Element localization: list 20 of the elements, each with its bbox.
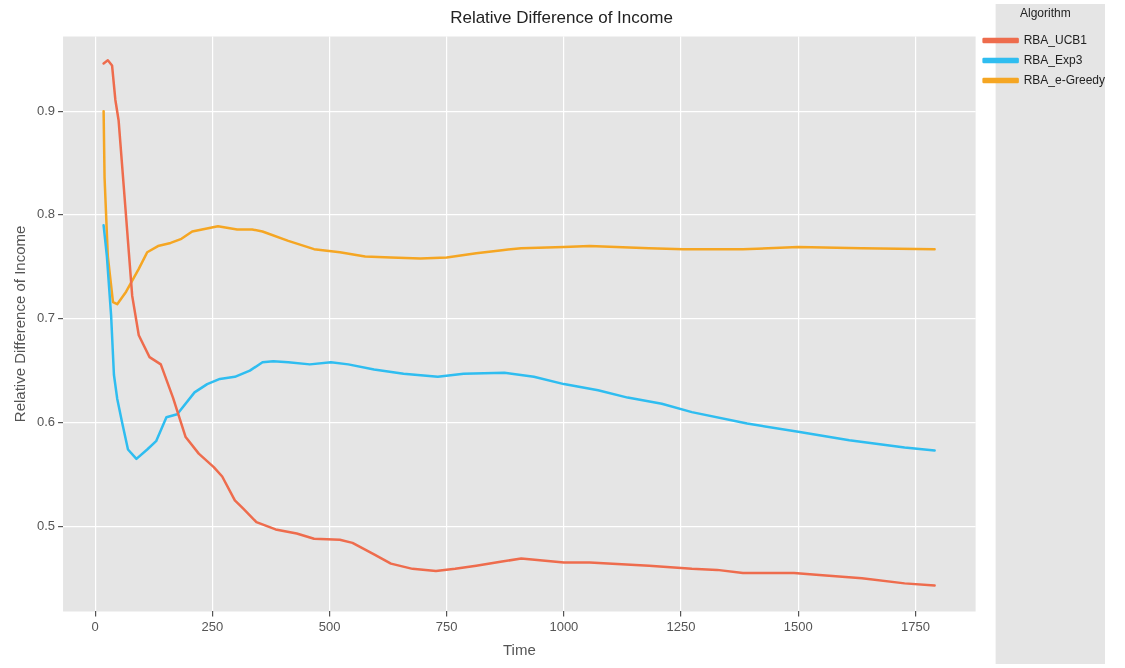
legend-title: Algorithm [1019, 6, 1071, 21]
y-axis-title: Relative Difference of Income [11, 225, 29, 423]
legend-label: RBA_e-Greedy [1023, 72, 1106, 87]
legend-label: RBA_Exp3 [1023, 52, 1083, 67]
y-tick-label: 0.5 [36, 517, 56, 533]
chart-title: Relative Difference of Income [450, 7, 673, 27]
x-axis-title: Time [502, 641, 536, 659]
x-tick-label: 750 [435, 618, 458, 634]
x-tick-label: 500 [318, 618, 341, 634]
x-tick-label: 1000 [549, 618, 579, 634]
y-tick-label: 0.6 [36, 414, 56, 430]
x-tick-label: 250 [201, 618, 224, 634]
x-tick-label: 1500 [783, 618, 813, 634]
x-tick-label: 1750 [900, 618, 930, 634]
y-tick-label: 0.7 [36, 310, 56, 326]
legend-label: RBA_UCB1 [1023, 32, 1088, 47]
x-tick-label: 0 [91, 618, 99, 634]
y-tick-label: 0.8 [36, 206, 56, 222]
x-tick-label: 1250 [666, 618, 696, 634]
y-tick-label: 0.9 [36, 102, 56, 118]
